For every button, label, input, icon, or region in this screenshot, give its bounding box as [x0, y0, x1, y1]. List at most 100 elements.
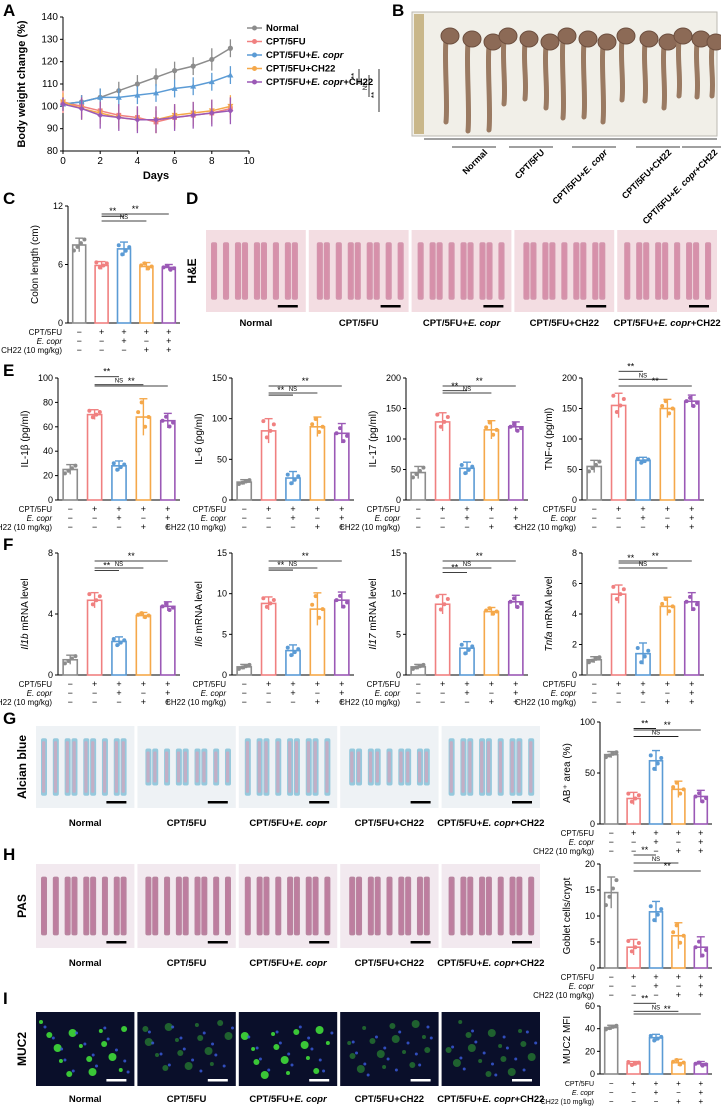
crypt-lumen	[42, 879, 46, 933]
treatment-sign: −	[242, 504, 247, 514]
treatment-row-label: CPT/5FU	[193, 680, 227, 689]
significance-label: **	[132, 204, 140, 214]
treatment-row-label: E. copr	[572, 1090, 595, 1097]
nucleus-spot	[490, 1062, 494, 1066]
treatment-sign: +	[290, 513, 295, 523]
y-axis-title: Il1b mRNA level	[20, 578, 31, 649]
data-point	[341, 439, 346, 444]
data-point	[611, 393, 616, 398]
significance-label: **	[652, 551, 660, 561]
fluorescent-spot	[197, 1035, 204, 1041]
treatment-sign: +	[698, 828, 703, 838]
nucleus-spot	[51, 1036, 55, 1040]
treatment-sign: +	[513, 688, 518, 698]
data-point	[635, 456, 640, 461]
data-point	[633, 796, 638, 801]
data-point	[73, 654, 78, 659]
bar	[648, 1036, 664, 1075]
significance-label: NS	[639, 373, 647, 379]
treatment-sign: −	[616, 522, 621, 532]
crypt-lumen	[324, 245, 329, 297]
y-tick-label: 200	[386, 373, 401, 383]
treatment-sign: −	[631, 1088, 636, 1097]
data-point	[684, 599, 689, 604]
data-point	[97, 265, 102, 270]
data-point	[670, 604, 675, 609]
panel-letter-g: G	[3, 709, 16, 728]
histology-label: CPT/5FU+E. copr+CH22	[614, 318, 721, 329]
nucleus-spot	[525, 1030, 529, 1034]
treatment-sign: +	[290, 504, 295, 514]
crypt-lumen	[214, 879, 218, 933]
data-point	[243, 664, 248, 669]
treatment-row-label: CPT/5FU	[29, 328, 63, 337]
treatment-sign: +	[339, 688, 344, 698]
treatment-row-label: CPT/5FU	[19, 505, 53, 514]
treatment-sign: +	[315, 679, 320, 689]
bar	[333, 599, 350, 676]
data-point	[94, 260, 99, 265]
data-point	[296, 647, 301, 652]
y-tick-label: 150	[212, 373, 227, 383]
data-point	[597, 459, 602, 464]
treatment-sign: +	[166, 327, 171, 337]
y-tick-label: 0	[572, 495, 577, 505]
treatment-sign: −	[266, 697, 271, 707]
treatment-sign: −	[416, 679, 421, 689]
treatment-row-label: CPT/5FU	[565, 1081, 594, 1088]
data-point	[684, 399, 689, 404]
panel-letter-c: C	[3, 189, 15, 208]
y-tick-label: 50	[585, 768, 595, 778]
significance-label: NS	[363, 82, 369, 90]
treatment-row-label: CPT/5FU	[367, 680, 401, 689]
data-point	[171, 605, 176, 610]
data-point	[261, 596, 266, 601]
data-point	[62, 471, 67, 476]
nucleus-spot	[123, 1059, 127, 1063]
significance-label: **	[641, 719, 649, 729]
treatment-sign: −	[141, 513, 146, 523]
treatment-sign: +	[489, 679, 494, 689]
data-point	[611, 584, 616, 589]
legend-entry: CPT/5FU+E. copr+CH22	[266, 77, 373, 88]
histology-label: CPT/5FU+E. copr	[249, 1094, 328, 1105]
data-point	[607, 894, 612, 899]
treatment-sign: +	[513, 679, 518, 689]
y-tick-label: 50	[391, 465, 401, 475]
y-tick-label: 40	[43, 446, 53, 456]
crypt-lumen	[294, 741, 299, 793]
data-point	[629, 949, 634, 954]
data-point	[90, 415, 95, 420]
treatment-sign: +	[141, 679, 146, 689]
treatment-row-label: CH22 (10 mg/kg)	[339, 523, 400, 532]
data-point	[268, 601, 273, 606]
crypt-lumen	[121, 879, 125, 933]
nucleus-spot	[383, 1046, 387, 1050]
nucleus-spot	[474, 1040, 478, 1044]
bar	[116, 248, 132, 324]
data-point	[697, 939, 702, 944]
data-point	[491, 611, 496, 616]
fluorescent-spot	[118, 1068, 123, 1072]
fluorescent-spot	[487, 1029, 496, 1037]
data-point	[603, 755, 608, 760]
y-axis-title: Il17 mRNA level	[368, 578, 379, 649]
data-point	[66, 468, 71, 473]
crypt-lumen	[480, 879, 484, 933]
data-point	[62, 661, 67, 666]
histology-label: CPT/5FU	[339, 318, 379, 329]
bar	[139, 265, 154, 324]
fluorescent-spot	[376, 1050, 385, 1058]
y-axis-title: MUC2 MFI	[562, 1016, 573, 1064]
treatment-sign: −	[676, 981, 681, 991]
significance-label: **	[641, 993, 649, 1003]
data-point	[700, 1063, 705, 1068]
crypt-lumen	[517, 741, 521, 793]
fluorescent-spot	[46, 1032, 53, 1038]
crypt-lumen	[153, 751, 157, 783]
y-tick-label: 100	[386, 434, 401, 444]
crypt-lumen	[146, 879, 150, 933]
crypt-lumen	[461, 741, 465, 793]
data-point	[139, 263, 144, 268]
data-point	[639, 660, 644, 665]
